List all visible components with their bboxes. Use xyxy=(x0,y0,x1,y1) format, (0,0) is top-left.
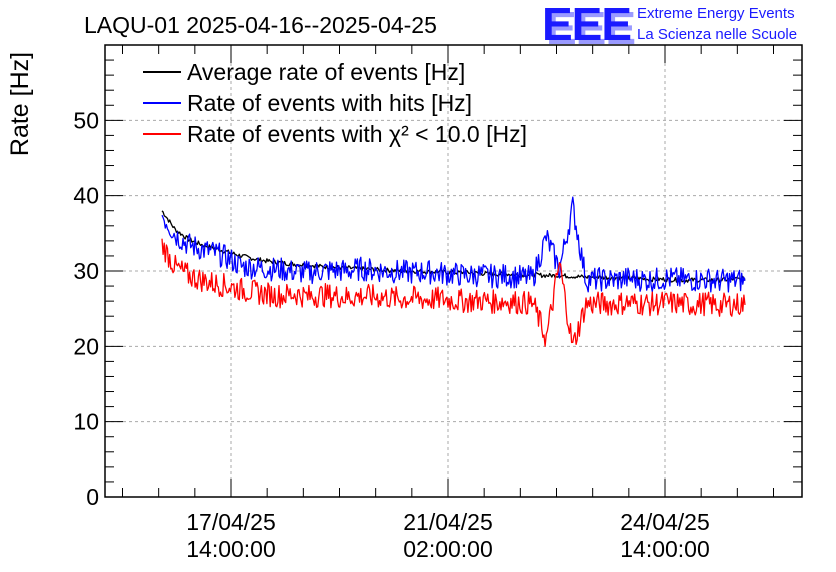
y-tick-labels: 0 10 20 30 40 50 xyxy=(73,107,99,510)
x-tick-label-time: 14:00:00 xyxy=(620,536,710,562)
x-tick-label-time: 14:00:00 xyxy=(186,536,276,562)
y-tick-label: 0 xyxy=(86,484,99,510)
brand-line-2: La Scienza nelle Scuole xyxy=(637,26,797,43)
x-tick-label-date: 24/04/25 xyxy=(620,509,710,535)
x-tick-labels: 17/04/2514:00:0021/04/2502:00:0024/04/25… xyxy=(186,509,710,562)
x-tick-label-date: 17/04/25 xyxy=(186,509,276,535)
y-axis-label: Rate [Hz] xyxy=(6,52,34,156)
legend-label-2: Rate of events with χ² < 10.0 [Hz] xyxy=(187,121,527,147)
series-line-1 xyxy=(161,196,746,293)
legend-label-1: Rate of events with hits [Hz] xyxy=(187,90,472,116)
axis-ticks xyxy=(105,45,802,498)
y-tick-label: 50 xyxy=(73,107,99,133)
grid-lines xyxy=(105,45,802,497)
series-line-2 xyxy=(161,238,746,347)
brand-line-1: Extreme Energy Events xyxy=(637,5,795,22)
plot-series-group xyxy=(161,196,746,347)
eee-logo: EEE xyxy=(542,0,631,50)
y-tick-label: 30 xyxy=(73,258,99,284)
x-tick-label-date: 21/04/25 xyxy=(403,509,493,535)
legend-label-0: Average rate of events [Hz] xyxy=(187,59,465,85)
x-tick-label-time: 02:00:00 xyxy=(403,536,493,562)
y-tick-label: 40 xyxy=(73,183,99,209)
chart-title: LAQU-01 2025-04-16--2025-04-25 xyxy=(84,12,437,38)
legend: Average rate of events [Hz] Rate of event… xyxy=(143,59,527,147)
y-tick-label: 20 xyxy=(73,333,99,359)
y-tick-label: 10 xyxy=(73,409,99,435)
